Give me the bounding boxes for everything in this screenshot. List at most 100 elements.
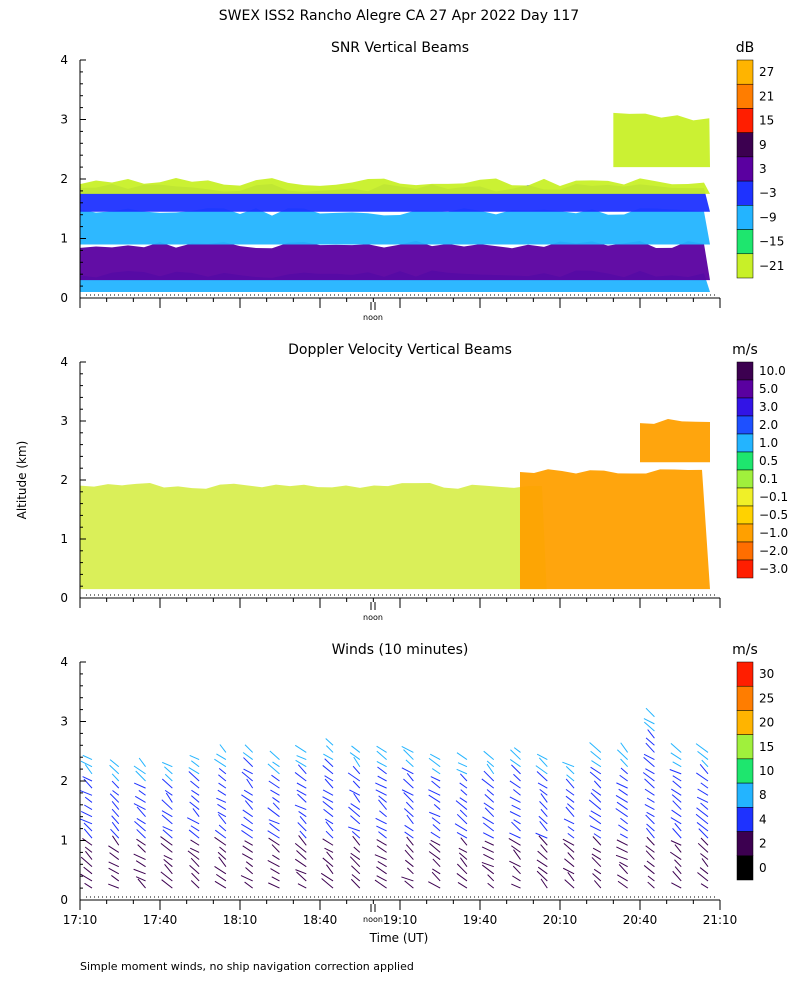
colorbar-unit: m/s xyxy=(732,342,758,358)
wind-barb xyxy=(670,817,682,825)
wind-barb xyxy=(218,856,227,867)
wind-barb xyxy=(161,810,173,818)
wind-barb xyxy=(296,782,307,789)
colorbar-swatch xyxy=(736,361,754,381)
wind-barb xyxy=(241,771,254,782)
wind-barb xyxy=(353,792,361,803)
wind-barb xyxy=(214,880,227,889)
x-tick-label: 20:10 xyxy=(543,913,578,927)
wind-barb xyxy=(405,759,414,768)
wind-barb xyxy=(216,797,227,803)
wind-barb xyxy=(646,823,655,832)
wind-barb xyxy=(246,778,254,789)
wind-barb xyxy=(294,772,307,782)
wind-barb xyxy=(349,789,361,796)
wind-barb xyxy=(294,744,307,753)
colorbar-swatch xyxy=(736,451,754,471)
wind-barb xyxy=(481,861,494,868)
wind-barb xyxy=(670,840,682,846)
wind-barb xyxy=(593,780,602,789)
colorbar-label: −2.0 xyxy=(759,544,788,558)
wind-barb xyxy=(137,844,146,853)
colorbar-swatch xyxy=(736,108,754,133)
wind-barb xyxy=(565,788,575,796)
wind-barb xyxy=(592,836,602,846)
wind-barb xyxy=(536,771,548,782)
wind-barb xyxy=(539,789,548,796)
wind-barb xyxy=(482,822,495,832)
wind-barb xyxy=(540,808,548,818)
wind-barb xyxy=(643,718,655,725)
wind-barb xyxy=(511,883,521,889)
colorbar-label: 15 xyxy=(759,114,774,128)
wind-barb xyxy=(219,846,227,853)
x-tick-label: 19:40 xyxy=(463,913,498,927)
colorbar-label: 10 xyxy=(759,764,774,778)
wind-barb xyxy=(217,803,227,810)
wind-barb xyxy=(163,854,173,860)
wind-barb xyxy=(643,756,655,768)
colorbar-label: 8 xyxy=(759,788,767,802)
wind-barb xyxy=(272,854,280,860)
wind-barb xyxy=(272,797,280,803)
wind-barb xyxy=(187,817,200,825)
y-tick-label: 2 xyxy=(60,473,68,487)
wind-barb xyxy=(616,846,628,853)
wind-barb xyxy=(432,858,441,868)
x-tick-label: 17:10 xyxy=(63,913,98,927)
colorbar-swatch xyxy=(736,710,754,735)
wind-barb xyxy=(700,837,709,846)
wind-barb xyxy=(697,788,709,796)
wind-barb xyxy=(109,852,120,860)
colorbar-swatch xyxy=(736,205,754,230)
wind-barb xyxy=(484,793,495,803)
wind-barb xyxy=(403,778,414,789)
wind-barb xyxy=(619,774,628,782)
wind-barb xyxy=(214,836,227,846)
wind-barb xyxy=(267,859,280,868)
wind-barb xyxy=(643,865,655,875)
wind-barb xyxy=(593,880,602,889)
wind-barb xyxy=(270,789,280,796)
wind-barb xyxy=(374,879,387,889)
colorbar-label: 20 xyxy=(759,716,774,730)
wind-barb xyxy=(701,858,709,867)
wind-barb xyxy=(245,861,254,868)
wind-barb xyxy=(349,752,361,760)
wind-barb xyxy=(298,811,307,818)
wind-barb xyxy=(297,822,307,832)
wind-barb xyxy=(537,850,548,860)
wind-barb xyxy=(513,819,521,825)
wind-barb xyxy=(540,793,548,803)
wind-barb xyxy=(647,881,655,889)
wind-barb xyxy=(136,817,146,825)
wind-barb xyxy=(244,840,253,846)
wind-barb xyxy=(295,869,307,875)
wind-barb xyxy=(643,753,655,761)
wind-barb xyxy=(456,813,468,825)
wind-barb xyxy=(562,761,575,768)
wind-barb xyxy=(268,837,280,846)
wind-barb xyxy=(241,794,253,803)
wind-barb xyxy=(645,707,655,718)
wind-barb xyxy=(218,824,227,832)
wind-barb xyxy=(696,822,709,832)
wind-barb xyxy=(325,821,334,832)
wind-barb xyxy=(83,828,93,839)
wind-barb xyxy=(84,796,93,803)
wind-barb xyxy=(109,793,120,803)
plot-area xyxy=(79,707,709,889)
wind-barb xyxy=(618,864,629,875)
wind-barb xyxy=(645,827,655,839)
wind-barb xyxy=(401,789,414,796)
wind-barb xyxy=(406,814,414,825)
wind-barb xyxy=(615,854,628,861)
wind-barb xyxy=(535,765,548,775)
wind-barb xyxy=(590,810,602,818)
wind-barb xyxy=(695,813,709,825)
wind-barb xyxy=(164,766,173,775)
wind-barb xyxy=(458,852,468,860)
wind-barb xyxy=(512,875,521,882)
colorbar-label: −9 xyxy=(759,210,777,224)
wind-barb xyxy=(672,761,682,768)
